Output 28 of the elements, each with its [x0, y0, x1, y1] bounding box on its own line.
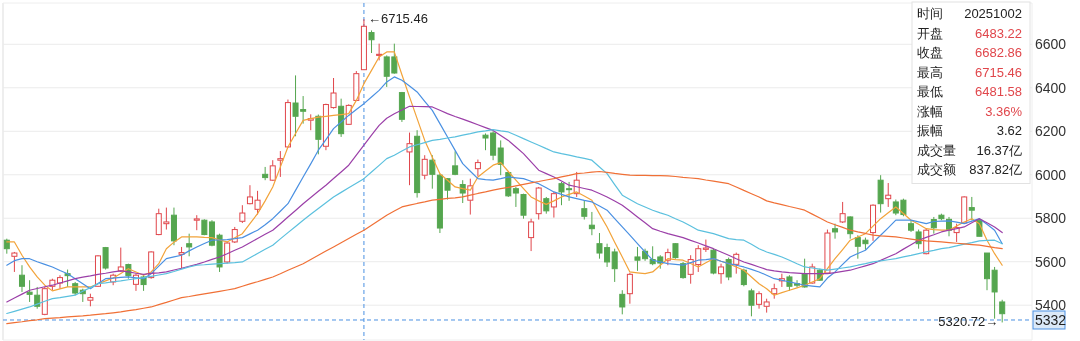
annotation: ←6715.46: [367, 11, 428, 27]
annotation: 20251002: [964, 6, 1022, 21]
annotation: 6715.46: [975, 64, 1022, 80]
annotation: 6682.86: [975, 45, 1022, 60]
y-tick-label: 5400: [1035, 297, 1067, 314]
annotation: 3.62: [996, 123, 1022, 138]
y-tick-label: 5600: [1035, 253, 1067, 270]
annotation: 6483.22: [975, 25, 1022, 41]
annotation: 收盘: [917, 45, 943, 60]
annotation: 16.37亿: [976, 142, 1022, 158]
annotation: 3.36%: [985, 103, 1023, 119]
annotation: 振幅: [917, 123, 943, 138]
annotation: 开盘: [917, 25, 943, 41]
annotation: 最低: [917, 84, 943, 99]
ref-line-label: 5332: [1035, 312, 1067, 328]
y-tick-label: 6400: [1035, 79, 1067, 96]
annotation: 6481.58: [975, 84, 1022, 99]
annotation: 最高: [917, 64, 943, 80]
y-tick-label: 6000: [1035, 166, 1067, 183]
annotation: 成交额: [917, 162, 956, 177]
y-tick-label: 6600: [1035, 36, 1067, 53]
annotation: 837.82亿: [969, 162, 1022, 177]
annotation: 5320.72→: [938, 314, 999, 330]
y-tick-label: 5800: [1035, 210, 1067, 227]
annotation: 涨幅: [917, 103, 943, 119]
annotation: 成交量: [917, 142, 956, 158]
annotation: 时间: [917, 6, 943, 21]
y-tick-label: 6200: [1035, 123, 1067, 140]
